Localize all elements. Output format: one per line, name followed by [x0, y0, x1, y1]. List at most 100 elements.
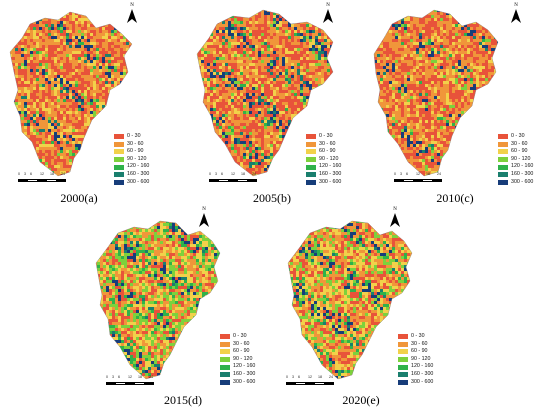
raster-cell — [81, 177, 84, 180]
raster-cell — [10, 57, 13, 61]
raster-cell — [69, 3, 72, 6]
raster-cell — [120, 93, 124, 97]
raster-cell — [201, 27, 205, 31]
raster-cell — [336, 15, 339, 18]
raster-cell — [42, 12, 46, 16]
raster-cell — [60, 39, 64, 43]
raster-cell — [129, 87, 132, 91]
raster-cell — [36, 60, 40, 64]
raster-cell — [270, 24, 274, 28]
raster-cell — [6, 69, 9, 72]
raster-cell — [90, 69, 94, 73]
raster-cell — [156, 57, 159, 60]
raster-cell — [312, 57, 316, 61]
raster-cell — [87, 141, 91, 145]
raster-cell — [159, 99, 162, 102]
raster-cell — [27, 48, 31, 52]
raster-cell — [222, 48, 226, 52]
raster-cell — [279, 15, 283, 19]
scale-tick-label: 24 — [61, 172, 65, 176]
raster-cell — [75, 42, 79, 46]
legend-label: 30 - 60 — [127, 140, 144, 147]
raster-cell — [99, 108, 103, 112]
raster-cell — [258, 30, 262, 34]
raster-cell — [117, 87, 121, 91]
raster-cell — [3, 102, 6, 105]
raster-cell — [60, 33, 64, 37]
raster-cell — [315, 63, 319, 67]
raster-cell — [204, 21, 208, 25]
raster-cell — [6, 141, 9, 144]
raster-cell — [141, 66, 144, 69]
raster-cell — [216, 15, 220, 19]
raster-cell — [51, 57, 55, 61]
raster-cell — [93, 39, 97, 43]
raster-cell — [153, 96, 156, 99]
raster-cell — [33, 111, 37, 115]
raster-cell — [108, 84, 112, 88]
raster-cell — [114, 84, 118, 88]
raster-cell — [33, 102, 37, 106]
raster-cell — [57, 6, 60, 9]
raster-cell — [105, 12, 109, 13]
raster-cell — [93, 24, 97, 28]
raster-cell — [30, 81, 34, 85]
raster-cell — [183, 12, 186, 15]
raster-cell — [99, 57, 103, 61]
raster-cell — [141, 27, 144, 30]
raster-cell — [159, 21, 162, 24]
raster-cell — [306, 81, 310, 85]
raster-cell — [99, 6, 102, 9]
raster-cell — [150, 66, 153, 69]
raster-cell — [141, 99, 144, 102]
raster-cell — [33, 63, 37, 67]
raster-cell — [135, 99, 138, 102]
raster-cell — [141, 105, 144, 108]
raster-cell — [12, 108, 16, 112]
raster-cell — [72, 93, 76, 97]
raster-cell — [6, 126, 9, 129]
raster-cell — [249, 12, 253, 16]
raster-cell — [111, 21, 115, 25]
raster-cell — [219, 15, 223, 19]
raster-cell — [81, 27, 85, 31]
raster-cell — [12, 153, 16, 157]
raster-cell — [24, 48, 28, 52]
raster-cell — [141, 18, 144, 21]
raster-cell — [51, 153, 55, 157]
raster-cell — [48, 102, 52, 106]
raster-cell — [27, 117, 31, 121]
raster-cell — [276, 0, 279, 3]
raster-cell — [87, 177, 90, 180]
raster-cell — [123, 126, 127, 130]
raster-cell — [84, 132, 88, 136]
raster-cell — [69, 108, 73, 112]
raster-cell — [255, 21, 259, 25]
raster-cell — [72, 90, 76, 94]
raster-cell — [144, 129, 147, 132]
raster-cell — [126, 60, 130, 64]
raster-cell — [21, 27, 25, 31]
raster-cell — [18, 75, 22, 79]
raster-cell — [141, 39, 144, 42]
raster-cell — [309, 10, 313, 13]
raster-cell — [219, 45, 223, 49]
raster-cell — [240, 3, 243, 6]
raster-cell — [93, 174, 97, 176]
raster-cell — [75, 132, 79, 136]
raster-cell — [21, 108, 25, 112]
raster-cell — [10, 75, 13, 79]
raster-cell — [45, 96, 49, 100]
raster-cell — [99, 162, 103, 166]
raster-cell — [21, 78, 25, 82]
raster-cell — [30, 60, 34, 64]
raster-cell — [96, 51, 100, 55]
raster-cell — [96, 12, 100, 16]
raster-cell — [132, 75, 135, 78]
raster-cell — [243, 39, 247, 43]
raster-cell — [141, 123, 144, 126]
raster-cell — [12, 96, 16, 100]
raster-cell — [237, 18, 241, 22]
raster-cell — [222, 81, 226, 85]
raster-cell — [138, 84, 141, 87]
